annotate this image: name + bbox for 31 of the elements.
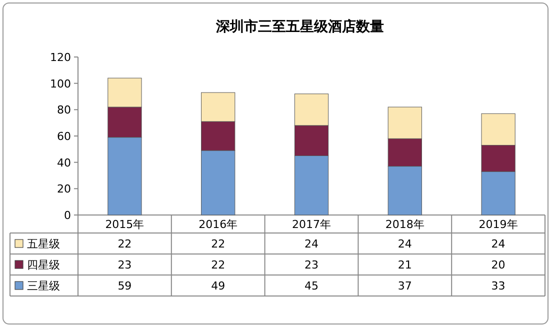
y-tick-label: 100 <box>50 77 71 90</box>
x-tick-label: 2019年 <box>478 218 518 231</box>
data-label: 21 <box>398 258 412 272</box>
data-label: 22 <box>211 238 226 250</box>
y-tick-label: 80 <box>57 104 71 117</box>
data-label: 20 <box>491 258 506 272</box>
x-tick-label: 2016年 <box>198 218 238 231</box>
data-label: 23 <box>118 258 132 272</box>
x-tick-label: 2017年 <box>292 218 331 231</box>
data-label: 45 <box>304 280 318 292</box>
data-label: 24 <box>491 238 506 250</box>
legend-label: 四星级 <box>27 258 60 272</box>
data-label: 22 <box>118 238 132 250</box>
data-label: 23 <box>304 258 318 272</box>
title: 深圳市三至五星级酒店数量 <box>216 19 384 35</box>
data-label: 22 <box>211 258 226 272</box>
x-tick-label: 2018年 <box>385 218 424 231</box>
x-tick-label: 2015年 <box>105 218 144 231</box>
y-tick-label: 120 <box>50 51 71 64</box>
data-label: 37 <box>398 280 412 292</box>
data-label: 24 <box>304 238 318 250</box>
data-label: 33 <box>491 280 506 292</box>
y-tick-label: 0 <box>64 209 71 222</box>
data-label: 49 <box>211 280 226 292</box>
y-tick-label: 40 <box>57 156 71 170</box>
y-tick-label: 60 <box>57 130 71 143</box>
data-label: 59 <box>118 280 132 292</box>
legend-label: 三星级 <box>27 280 60 292</box>
y-tick-label: 20 <box>57 182 71 196</box>
legend-label: 五星级 <box>27 238 60 250</box>
data-label: 24 <box>398 238 412 250</box>
